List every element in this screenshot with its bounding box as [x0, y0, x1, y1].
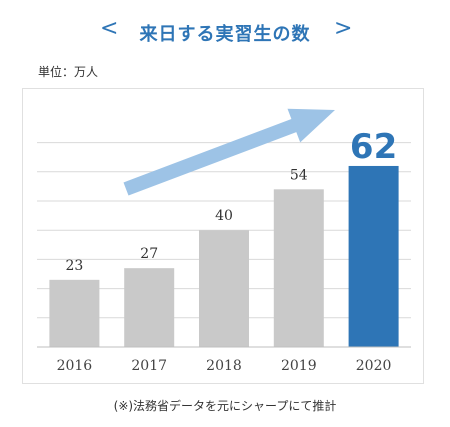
value-label-2020: 62 — [350, 127, 397, 167]
tick-label-2017: 2017 — [131, 358, 167, 374]
chart-title: 来日する実習生の数 — [139, 24, 311, 45]
previous-arrow-icon[interactable]: < — [100, 16, 119, 41]
tick-label-2018: 2018 — [206, 358, 242, 374]
value-label-2019: 54 — [290, 167, 308, 183]
value-label-2017: 27 — [140, 246, 158, 262]
trend-arrow-icon — [123, 108, 335, 196]
tick-label-2020: 2020 — [356, 358, 392, 374]
value-label-2018: 40 — [215, 208, 233, 224]
tick-label-2019: 2019 — [281, 358, 317, 374]
bar-2018 — [199, 230, 249, 347]
footnote: (※)法務省データを元にシャープにて推計 — [113, 399, 337, 413]
next-arrow-icon[interactable]: > — [334, 16, 353, 41]
chart-frame: 23 2016 27 2017 40 2018 54 2019 62 2020 — [22, 88, 424, 384]
tick-label-2016: 2016 — [57, 358, 93, 374]
bar-2016 — [49, 279, 100, 347]
bar-chart: 23 2016 27 2017 40 2018 54 2019 62 2020 — [37, 108, 411, 374]
bar-2020 — [348, 165, 399, 347]
value-label-2016: 23 — [65, 258, 83, 274]
bar-2019 — [273, 189, 324, 347]
bar-2017 — [124, 268, 175, 347]
title-row: < 来日する実習生の数 > — [0, 12, 450, 48]
unit-label: 単位：万人 — [38, 65, 99, 79]
